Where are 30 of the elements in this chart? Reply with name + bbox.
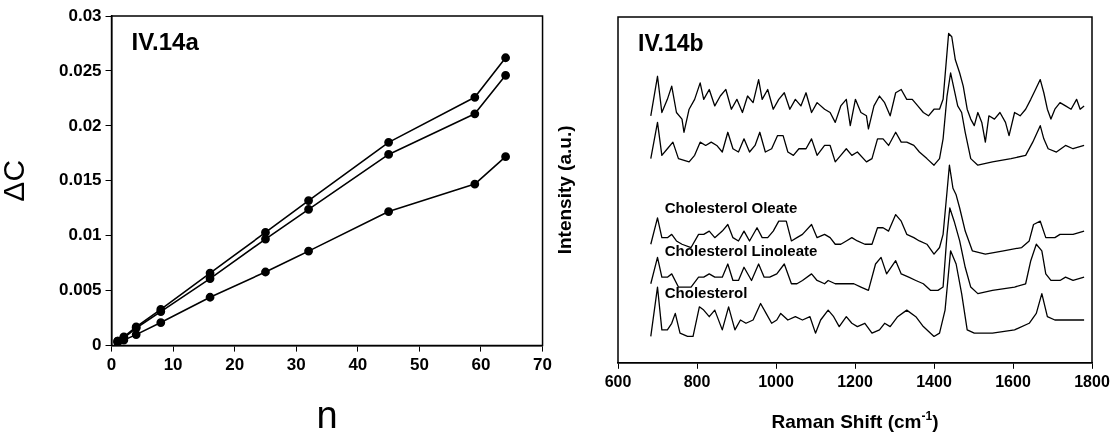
y-tick-label: 0.01 [68, 225, 102, 245]
y-axis-title: ΔC [0, 159, 30, 202]
x-tick-label: 50 [409, 355, 429, 375]
x-tick-label: 1200 [837, 372, 873, 390]
series-label: Cholesterol Oleate [664, 198, 798, 216]
x-tick-label: 800 [683, 372, 711, 390]
x-tick-label: 1000 [758, 372, 794, 390]
text: IV.14a [131, 28, 200, 55]
y-tick-label: 0.02 [68, 115, 102, 135]
y-tick-label: 0 [92, 335, 102, 355]
x-tick-label: 1600 [995, 372, 1031, 390]
x-tick-label: 60 [471, 355, 491, 375]
y-axis-title: Intensity (a.u.) [554, 125, 576, 255]
x-tick-label: 70 [533, 355, 553, 375]
x-tick-label: 1800 [1074, 372, 1110, 390]
x-tick-label: 40 [348, 355, 368, 375]
series-label: Cholesterol Linoleate [664, 241, 818, 259]
x-tick-label: 10 [163, 355, 183, 375]
y-tick-label: 0.005 [58, 280, 102, 300]
y-tick-label: 0.015 [58, 170, 102, 190]
chart-title: IV.14b [638, 30, 704, 56]
x-tick-label: 600 [604, 372, 632, 390]
x-tick-label: 1400 [916, 372, 952, 390]
series-label: Cholesterol [664, 284, 748, 302]
x-tick-label: 30 [286, 355, 306, 375]
y-tick-label: 0.025 [58, 60, 102, 80]
x-tick-label: 0 [106, 355, 117, 375]
x-tick-label: 20 [225, 355, 245, 375]
x-axis-title: n [316, 394, 338, 436]
y-tick-label: 0.03 [68, 5, 102, 25]
